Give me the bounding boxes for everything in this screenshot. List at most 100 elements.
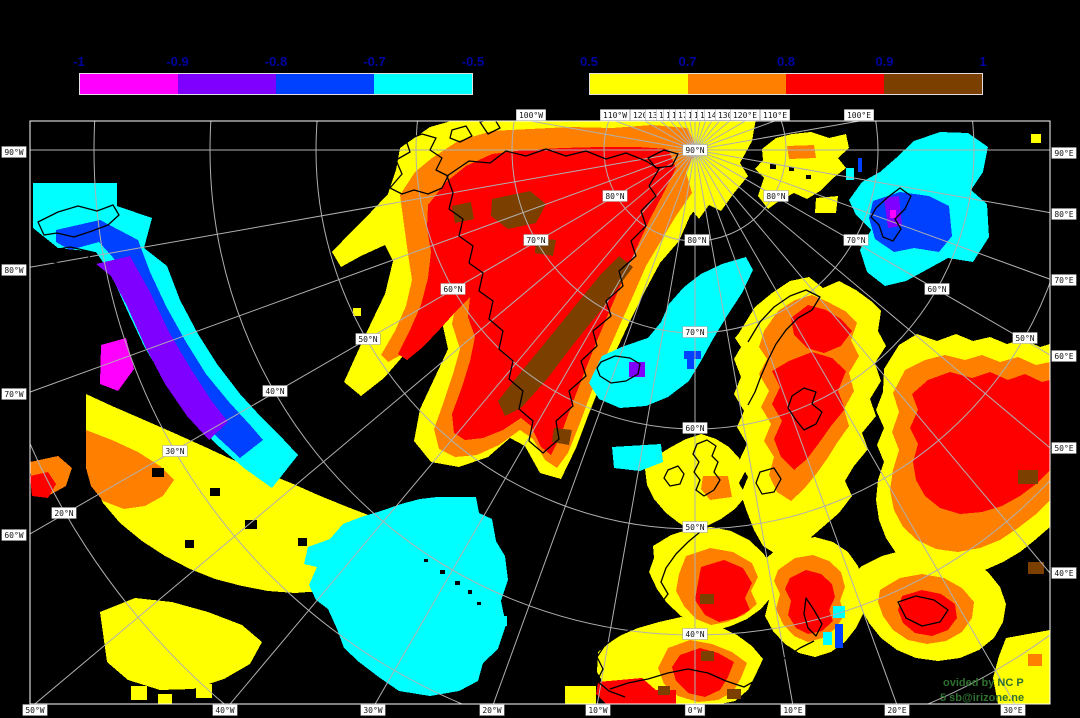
longitude-label-left-box xyxy=(1,146,27,158)
graticule-meridian xyxy=(694,149,1050,574)
longitude-label-bottom: 20°E xyxy=(884,704,910,716)
colorbar-tick-label: -1 xyxy=(73,54,85,69)
longitude-label-top-text: 120°E xyxy=(733,111,757,120)
region-blue xyxy=(684,351,701,369)
latitude-label: 70°N xyxy=(843,234,869,246)
coastline xyxy=(54,281,83,301)
longitude-label-bottom: 50°W xyxy=(22,704,48,716)
longitude-label-right-text: 90°E xyxy=(1054,149,1073,158)
watermark-text: 5 sb@irizone.ne xyxy=(940,692,1024,704)
latitude-label-text: 70°N xyxy=(526,236,545,245)
coastline xyxy=(596,355,641,384)
longitude-label-left-box xyxy=(1,388,27,400)
region-magenta xyxy=(890,210,896,218)
longitude-label-right-box xyxy=(1051,274,1077,286)
latitude-label-text: 80°N xyxy=(605,192,624,201)
longitude-label-left: 90°W xyxy=(1,146,27,158)
coastline xyxy=(479,121,501,135)
latitude-label-text: 80°N xyxy=(766,192,785,201)
longitude-label-bottom-text: 50°W xyxy=(25,706,44,715)
region-black xyxy=(806,175,811,179)
longitude-label-top-box xyxy=(844,109,874,121)
longitude-label-left: 70°W xyxy=(1,388,27,400)
graticule-meridian xyxy=(229,149,696,704)
coastline xyxy=(609,640,815,690)
longitude-label-left-box xyxy=(1,529,27,541)
edge-labels: 100°W110°W120°W130°W140°W150°W160°W170°W… xyxy=(1,109,1077,716)
longitude-label-right: 80°E xyxy=(1051,208,1077,220)
region-red xyxy=(30,472,56,498)
longitude-label-right-text: 80°E xyxy=(1054,210,1073,219)
region-red xyxy=(898,590,957,636)
region-blue xyxy=(835,624,843,648)
longitude-label-right: 70°E xyxy=(1051,274,1077,286)
region-yellow xyxy=(196,684,212,698)
colorbar-segment-violet xyxy=(178,74,276,94)
watermark: ovided by NC P 5 sb@irizone.ne xyxy=(940,677,1024,704)
region-cyan xyxy=(612,444,663,471)
graticule-meridian xyxy=(694,149,794,704)
longitude-label-top-text: 110°W xyxy=(603,111,627,120)
latitude-label-text: 40°N xyxy=(265,387,284,396)
longitude-label-bottom-box xyxy=(684,704,706,716)
region-black xyxy=(152,468,164,477)
latitude-label-box xyxy=(355,333,381,345)
region-red xyxy=(695,560,752,622)
latitude-label-box xyxy=(763,190,789,202)
longitude-label-bottom-text: 30°W xyxy=(363,706,382,715)
colorbar-segment-cyan xyxy=(374,74,472,94)
latitude-label: 70°N xyxy=(682,326,708,338)
longitude-label-top-text: 100°W xyxy=(519,111,543,120)
latitude-label-box xyxy=(602,190,628,202)
graticule-parallel xyxy=(93,121,1050,704)
colorbar-segment-magenta xyxy=(80,74,178,94)
colorbar-tick-label: -0.5 xyxy=(461,54,485,69)
region-yellow xyxy=(755,132,849,209)
longitude-label-bottom-box xyxy=(360,704,386,716)
graticule-meridian xyxy=(694,149,1050,356)
latitude-label-box xyxy=(440,283,466,295)
region-yellow xyxy=(158,694,172,704)
longitude-label-bottom-text: 0°W xyxy=(688,706,703,715)
longitude-label-top: 100°W xyxy=(516,109,546,121)
graticule-meridian xyxy=(596,149,696,704)
latitude-label-box xyxy=(523,234,549,246)
longitude-label-left: 80°W xyxy=(1,264,27,276)
region-brown xyxy=(658,686,670,695)
longitude-label-bottom-box xyxy=(1000,704,1026,716)
latitude-label-text: 60°N xyxy=(685,424,704,433)
longitude-label-left-text: 70°W xyxy=(4,390,23,399)
longitude-label-bottom-text: 40°W xyxy=(215,706,234,715)
coastline xyxy=(446,148,660,454)
latitude-label-text: 70°N xyxy=(846,236,865,245)
graticule-meridian xyxy=(694,149,1050,280)
latitude-label-box xyxy=(682,628,708,640)
region-black xyxy=(185,540,194,548)
region-cyan xyxy=(498,616,507,626)
longitude-label-right-text: 50°E xyxy=(1054,444,1073,453)
longitude-label-right: 40°E xyxy=(1051,567,1077,579)
coastline xyxy=(449,125,473,143)
longitude-label-bottom-box xyxy=(884,704,910,716)
longitude-label-right-box xyxy=(1051,442,1077,454)
longitude-label-bottom: 40°W xyxy=(212,704,238,716)
colorbar-tick-label: -0.9 xyxy=(166,54,189,69)
longitude-label-left-box xyxy=(1,264,27,276)
longitude-label-top-box xyxy=(760,109,790,121)
latitude-label-text: 60°N xyxy=(443,285,462,294)
longitude-label-bottom-box xyxy=(780,704,806,716)
latitude-label-box xyxy=(682,422,708,434)
region-black xyxy=(298,538,307,546)
graticule-meridian xyxy=(492,149,696,704)
region-cyan xyxy=(304,497,508,696)
longitude-label-right-box xyxy=(1051,567,1077,579)
region-black xyxy=(440,570,445,574)
region-blue xyxy=(858,158,862,172)
latitude-label-box xyxy=(682,144,708,156)
longitude-label-bottom: 10°E xyxy=(780,704,806,716)
region-brown xyxy=(1018,470,1038,484)
region-black xyxy=(770,164,776,169)
latitude-label: 60°N xyxy=(924,283,950,295)
